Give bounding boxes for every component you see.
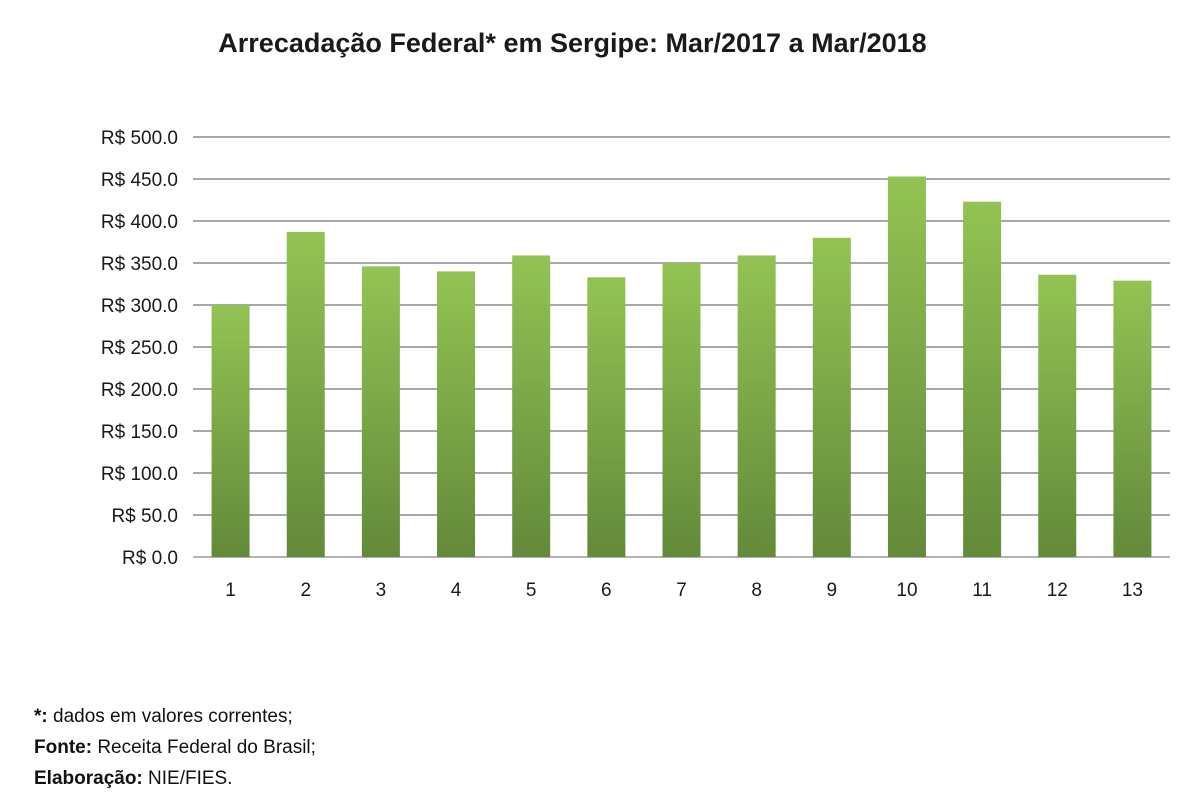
note-text: Receita Federal do Brasil; [92,737,316,758]
note-text: NIE/FIES. [142,768,233,789]
chart-title: Arrecadação Federal* em Sergipe: Mar/201… [218,28,927,58]
x-tick-label: 9 [827,580,838,601]
x-tick-label: 2 [300,580,311,601]
x-tick-label: 5 [526,580,537,601]
y-tick-label: R$ 50.0 [111,506,178,527]
bars [211,176,1152,558]
x-tick-label: 11 [972,580,992,601]
y-tick-label: R$ 300.0 [101,296,178,317]
x-tick-label: 1 [225,580,236,601]
bar [211,305,250,557]
x-tick-label: 3 [376,580,387,601]
note-line: Fonte: Receita Federal do Brasil; [34,732,316,763]
y-axis-tick-labels: R$ 0.0 R$ 50.0 R$ 100.0 R$ 150.0 R$ 200.0 R$ … [101,128,178,569]
note-key: Elaboração: [34,768,143,789]
bar [437,271,476,557]
bar-chart: R$ 0.0 R$ 50.0 R$ 100.0 R$ 150.0 R$ 200.0 R$ … [101,128,1170,601]
note-key: Fonte: [34,737,93,758]
bar [512,255,551,557]
x-tick-label: 7 [676,580,687,601]
x-tick-label: 12 [1047,580,1068,601]
note-line: Elaboração: NIE/FIES. [34,763,316,794]
bar [662,263,701,557]
chart-notes: *: dados em valores correntes; Fonte: Re… [34,701,316,794]
bar [361,266,400,557]
x-tick-label: 4 [451,580,462,601]
y-tick-label: R$ 450.0 [101,170,178,191]
y-tick-label: R$ 250.0 [101,338,178,359]
x-tick-label: 13 [1122,580,1143,601]
bar [1113,280,1152,557]
bar [812,237,851,558]
y-tick-label: R$ 0.0 [122,548,178,569]
bar [737,255,776,557]
bar [587,277,626,557]
x-axis-tick-labels: 1 2 3 4 5 6 7 8 9 10 11 12 13 [225,580,1143,601]
note-text: dados em valores correntes; [47,706,293,727]
y-tick-label: R$ 100.0 [101,464,178,485]
note-key: *: [34,706,48,727]
x-tick-label: 10 [896,580,917,601]
y-tick-label: R$ 500.0 [101,128,178,149]
y-tick-label: R$ 400.0 [101,212,178,233]
bar [1038,274,1077,557]
x-tick-label: 8 [751,580,762,601]
y-tick-label: R$ 200.0 [101,380,178,401]
bar [963,201,1002,557]
bar [887,176,926,558]
y-tick-label: R$ 350.0 [101,254,178,275]
x-tick-label: 6 [601,580,612,601]
note-line: *: dados em valores correntes; [34,701,316,732]
y-tick-label: R$ 150.0 [101,422,178,443]
bar [286,231,325,558]
